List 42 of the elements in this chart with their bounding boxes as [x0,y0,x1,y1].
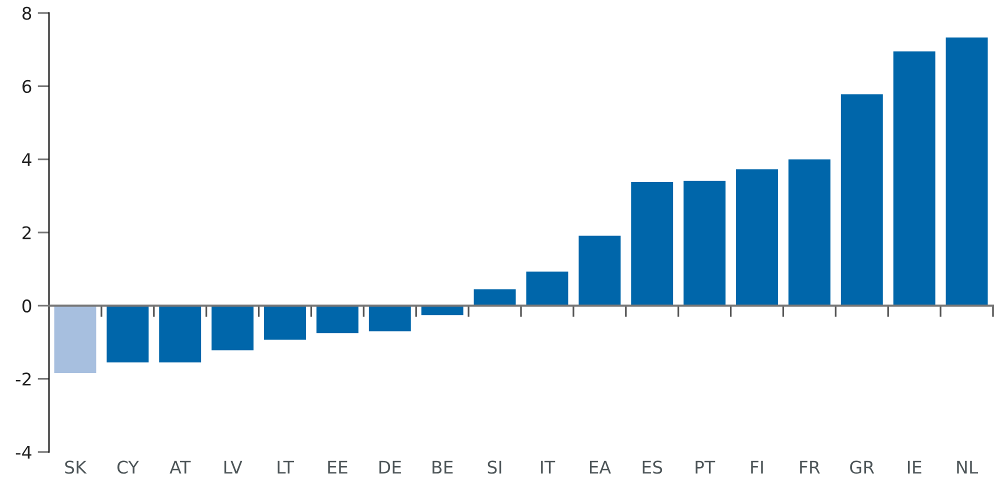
bar [684,180,726,306]
bar [631,182,674,306]
bar [840,94,883,306]
x-tick-label: BE [432,460,453,474]
bar [893,51,936,306]
x-tick-label: PT [696,460,716,474]
bar [368,306,411,332]
x-tick-label: DE [379,460,401,474]
x-tick-label: LT [278,460,294,474]
x-tick-label: AT [170,460,191,474]
bar [106,306,149,362]
x-tick-label: NL [957,460,978,474]
x-tick-label: EA [590,460,611,474]
bar [526,272,568,306]
x-tick-label: ES [642,460,662,474]
bar [54,306,96,373]
y-tick-label: 4 [22,153,32,166]
y-tick-label: 6 [22,80,32,94]
x-tick-label: EE [328,460,348,474]
bar [788,159,830,306]
x-tick-label: IT [541,460,556,474]
x-tick-label: FI [751,460,763,474]
y-tick-label: -4 [16,446,32,459]
y-tick-label: 0 [22,299,32,313]
y-tick-label: 2 [22,226,31,240]
bar [578,236,621,306]
bar [736,169,778,306]
x-tick-label: SI [488,460,502,474]
bar [946,38,988,306]
bar [159,306,202,362]
bar [264,306,306,340]
x-tick-label: CY [117,460,139,474]
bar [212,306,254,350]
y-tick-label: 8 [22,6,32,20]
bar [316,306,358,334]
x-tick-label: LV [224,460,242,474]
x-tick-label: GR [850,460,874,474]
bar [474,289,516,306]
x-tick-label: FR [800,460,820,474]
x-tick-label: IE [908,460,922,474]
y-tick-label: -2 [16,372,31,386]
x-tick-label: SK [65,460,87,474]
